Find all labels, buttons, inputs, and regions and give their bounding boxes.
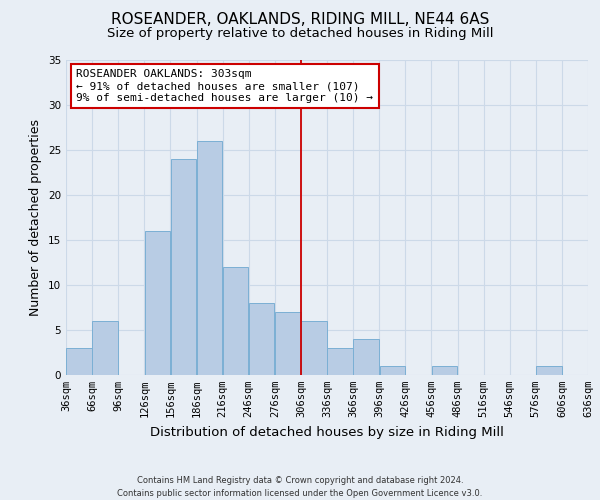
X-axis label: Distribution of detached houses by size in Riding Mill: Distribution of detached houses by size … [150,426,504,438]
Bar [171,159,196,375]
Bar [197,141,222,375]
Bar [92,321,118,375]
Text: ROSEANDER, OAKLANDS, RIDING MILL, NE44 6AS: ROSEANDER, OAKLANDS, RIDING MILL, NE44 6… [111,12,489,28]
Bar [380,366,405,375]
Bar [223,267,248,375]
Text: ROSEANDER OAKLANDS: 303sqm
← 91% of detached houses are smaller (107)
9% of semi: ROSEANDER OAKLANDS: 303sqm ← 91% of deta… [76,70,373,102]
Bar [67,348,92,375]
Text: Size of property relative to detached houses in Riding Mill: Size of property relative to detached ho… [107,28,493,40]
Bar [275,312,301,375]
Bar [301,321,326,375]
Bar [353,339,379,375]
Bar [536,366,562,375]
Text: Contains HM Land Registry data © Crown copyright and database right 2024.
Contai: Contains HM Land Registry data © Crown c… [118,476,482,498]
Bar [328,348,353,375]
Bar [249,303,274,375]
Y-axis label: Number of detached properties: Number of detached properties [29,119,43,316]
Bar [145,231,170,375]
Bar [432,366,457,375]
